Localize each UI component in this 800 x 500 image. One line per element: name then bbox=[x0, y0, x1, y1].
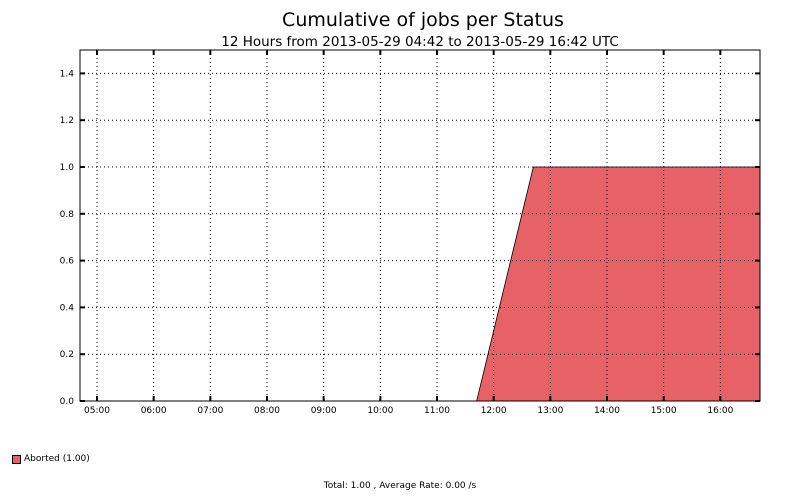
legend: Aborted (1.00) bbox=[12, 454, 90, 464]
x-tick-label: 13:00 bbox=[537, 406, 563, 416]
x-tick-label: 09:00 bbox=[311, 406, 337, 416]
y-tick-label: 0.6 bbox=[60, 257, 75, 267]
x-tick-label: 16:00 bbox=[707, 406, 733, 416]
y-tick-label: 1.4 bbox=[60, 69, 75, 79]
x-tick-label: 12:00 bbox=[481, 406, 507, 416]
x-tick-label: 10:00 bbox=[367, 406, 393, 416]
chart-title: Cumulative of jobs per Status bbox=[282, 9, 564, 31]
chart-subtitle: 12 Hours from 2013-05-29 04:42 to 2013-0… bbox=[221, 34, 619, 50]
x-tick-label: 15:00 bbox=[651, 406, 677, 416]
y-tick-label: 0.8 bbox=[60, 210, 75, 220]
series-area-aborted bbox=[80, 167, 760, 401]
y-tick-label: 1.0 bbox=[60, 163, 75, 173]
x-tick-label: 06:00 bbox=[141, 406, 167, 416]
y-tick-label: 0.4 bbox=[60, 303, 75, 313]
x-tick-label: 11:00 bbox=[424, 406, 450, 416]
chart-footer: Total: 1.00 , Average Rate: 0.00 /s bbox=[323, 481, 477, 491]
y-tick-label: 1.2 bbox=[60, 116, 74, 126]
x-tick-label: 05:00 bbox=[84, 406, 110, 416]
x-tick-label: 14:00 bbox=[594, 406, 620, 416]
plot-frame bbox=[79, 49, 761, 402]
y-tick-label: 0.0 bbox=[60, 397, 75, 407]
x-tick-label: 07:00 bbox=[197, 406, 223, 416]
legend-label-aborted: Aborted (1.00) bbox=[24, 454, 90, 464]
y-tick-label: 0.2 bbox=[60, 350, 74, 360]
x-tick-label: 08:00 bbox=[254, 406, 280, 416]
legend-swatch-aborted bbox=[12, 454, 21, 464]
